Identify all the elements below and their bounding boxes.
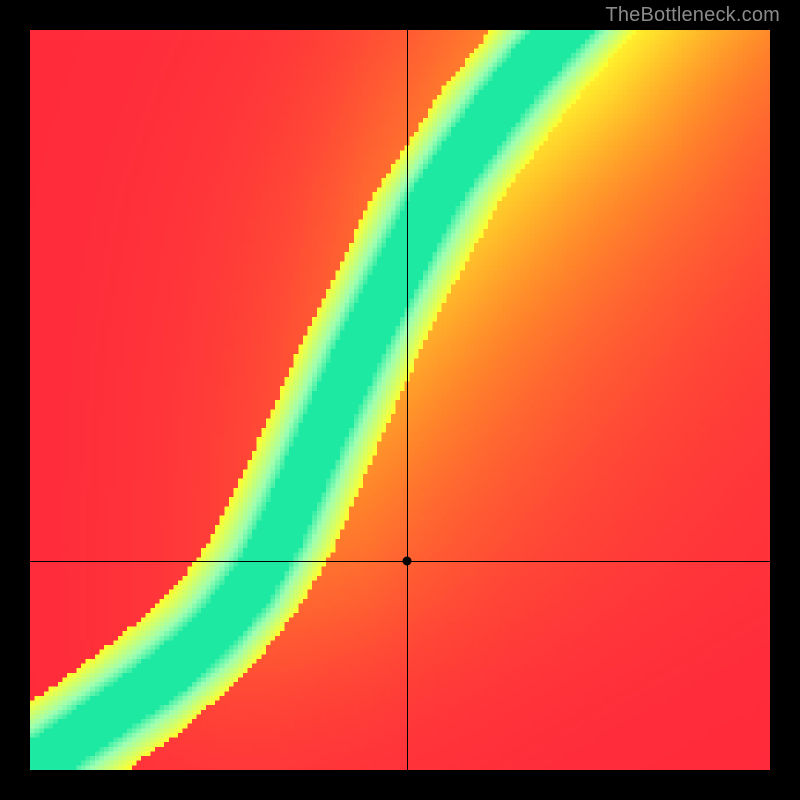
crosshair-horizontal: [30, 561, 770, 562]
bottleneck-heatmap: [30, 30, 770, 770]
heatmap-canvas: [30, 30, 770, 770]
marker-dot: [403, 557, 412, 566]
watermark-text: TheBottleneck.com: [605, 4, 780, 27]
crosshair-vertical: [407, 30, 408, 770]
